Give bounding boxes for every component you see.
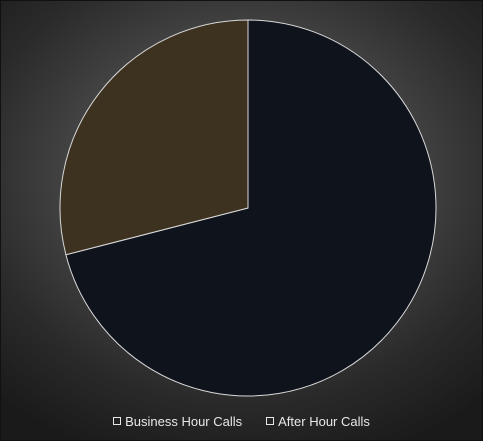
legend-item-business-hour-calls[interactable]: Business Hour Calls [113, 414, 242, 429]
legend: Business Hour Calls After Hour Calls [0, 410, 483, 432]
legend-item-after-hour-calls[interactable]: After Hour Calls [266, 414, 370, 429]
legend-label-business-hour-calls: Business Hour Calls [125, 413, 243, 429]
legend-label-after-hour-calls: After Hour Calls [278, 413, 370, 429]
pie-slices [59, 19, 437, 397]
legend-swatch-business-hour-calls [113, 417, 122, 425]
pie-slice-business-hour-calls[interactable] [65, 19, 437, 397]
pie-slice-after-hour-calls[interactable] [59, 19, 249, 256]
legend-swatch-after-hour-calls [266, 417, 275, 425]
